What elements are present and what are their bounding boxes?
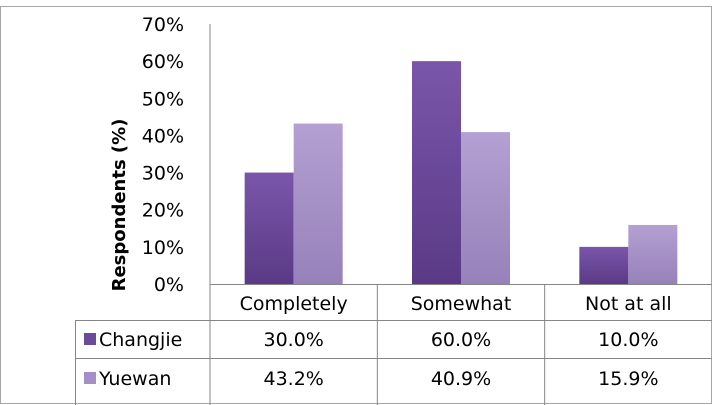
bar-changjie <box>244 172 294 284</box>
x-category-label: Somewhat <box>411 293 512 315</box>
bar-changjie <box>412 61 461 285</box>
y-tick-label: 10% <box>142 237 184 259</box>
y-tick-label: 0% <box>154 274 184 296</box>
bar-yuewan <box>461 132 510 284</box>
y-tick-label: 30% <box>142 163 184 185</box>
legend-swatch-yuewan <box>84 372 96 384</box>
y-axis-label: Respondents (%) <box>109 119 130 292</box>
y-tick-label: 70% <box>142 14 184 36</box>
y-tick-label: 20% <box>142 200 184 222</box>
legend-label-yuewan: Yuewan <box>98 368 171 390</box>
legend-label-changjie: Changjie <box>99 329 182 351</box>
y-tick-label: 50% <box>142 88 184 110</box>
bar-yuewan <box>293 123 343 285</box>
axis-layer <box>209 24 712 405</box>
table-cell-value: 10.0% <box>598 329 658 351</box>
y-tick-label: 40% <box>142 125 184 147</box>
table-cell-value: 40.9% <box>431 368 491 390</box>
y-tick-label: 60% <box>142 51 184 73</box>
legend-swatch-changjie <box>84 333 96 345</box>
table-cell-value: 43.2% <box>263 368 323 390</box>
bars-layer <box>244 61 678 285</box>
bar-yuewan <box>628 224 678 284</box>
table-cell-value: 15.9% <box>598 368 658 390</box>
data-table: Completely Somewhat Not at all Changjie 30.0… <box>75 293 712 405</box>
x-category-label: Completely <box>240 293 348 315</box>
chart-frame <box>0 6 712 404</box>
table-cell-value: 30.0% <box>263 329 323 351</box>
y-tick-layer: 0% 10% 20% 30% 40% 50% 60% 70% <box>142 14 184 296</box>
x-category-label: Not at all <box>585 293 672 315</box>
table-cell-value: 60.0% <box>431 329 491 351</box>
bar-changjie <box>579 246 629 284</box>
